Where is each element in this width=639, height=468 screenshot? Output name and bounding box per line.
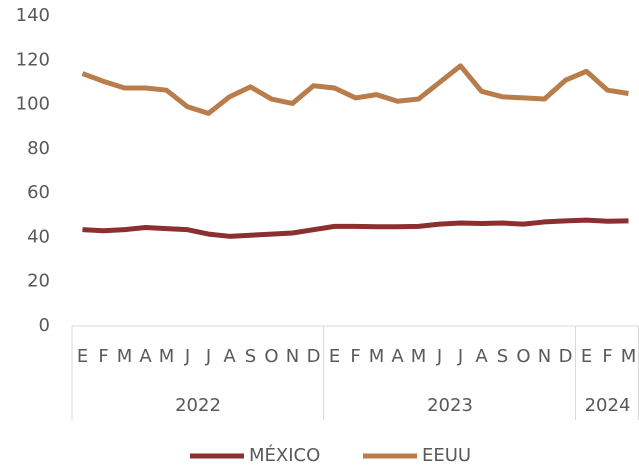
x-tick-label: F — [350, 346, 360, 367]
x-tick-label: M — [411, 346, 427, 367]
x-tick-label: M — [117, 346, 133, 367]
x-tick-label: O — [516, 346, 530, 367]
x-tick-label: E — [581, 346, 592, 367]
y-tick-label: 140 — [16, 5, 50, 26]
group-label: 2022 — [175, 395, 221, 416]
x-tick-label: N — [538, 346, 551, 367]
x-tick-label: F — [602, 346, 612, 367]
x-tick-label: N — [286, 346, 299, 367]
x-tick-label: D — [559, 346, 573, 367]
x-tick-label: J — [205, 346, 211, 367]
series-line — [81, 63, 629, 116]
x-tick-label: A — [223, 346, 236, 367]
y-tick-label: 60 — [27, 182, 50, 203]
legend-label: MÉXICO — [249, 444, 320, 466]
legend-label: EEUU — [422, 445, 471, 466]
x-tick-label: A — [391, 346, 404, 367]
x-tick-label: J — [184, 346, 190, 367]
x-tick-label: S — [497, 346, 508, 367]
y-tick-label: 0 — [39, 315, 50, 336]
x-tick-label: E — [77, 346, 88, 367]
group-label: 2024 — [585, 395, 631, 416]
x-tick-label: J — [436, 346, 442, 367]
group-label: 2023 — [427, 395, 473, 416]
x-tick-label: D — [307, 346, 321, 367]
x-tick-label: J — [457, 346, 463, 367]
x-tick-label: A — [475, 346, 488, 367]
x-tick-label: M — [159, 346, 175, 367]
x-tick-label: E — [329, 346, 340, 367]
x-tick-label: M — [621, 346, 637, 367]
x-tick-label: M — [369, 346, 385, 367]
x-tick-label: S — [245, 346, 256, 367]
y-tick-label: 40 — [27, 226, 50, 247]
x-tick-label: O — [264, 346, 278, 367]
y-tick-label: 100 — [16, 94, 50, 115]
x-tick-label: F — [98, 346, 108, 367]
x-tick-label: A — [139, 346, 152, 367]
y-tick-label: 20 — [27, 271, 50, 292]
series-line — [82, 217, 629, 239]
y-tick-label: 120 — [16, 49, 50, 70]
y-tick-label: 80 — [27, 138, 50, 159]
